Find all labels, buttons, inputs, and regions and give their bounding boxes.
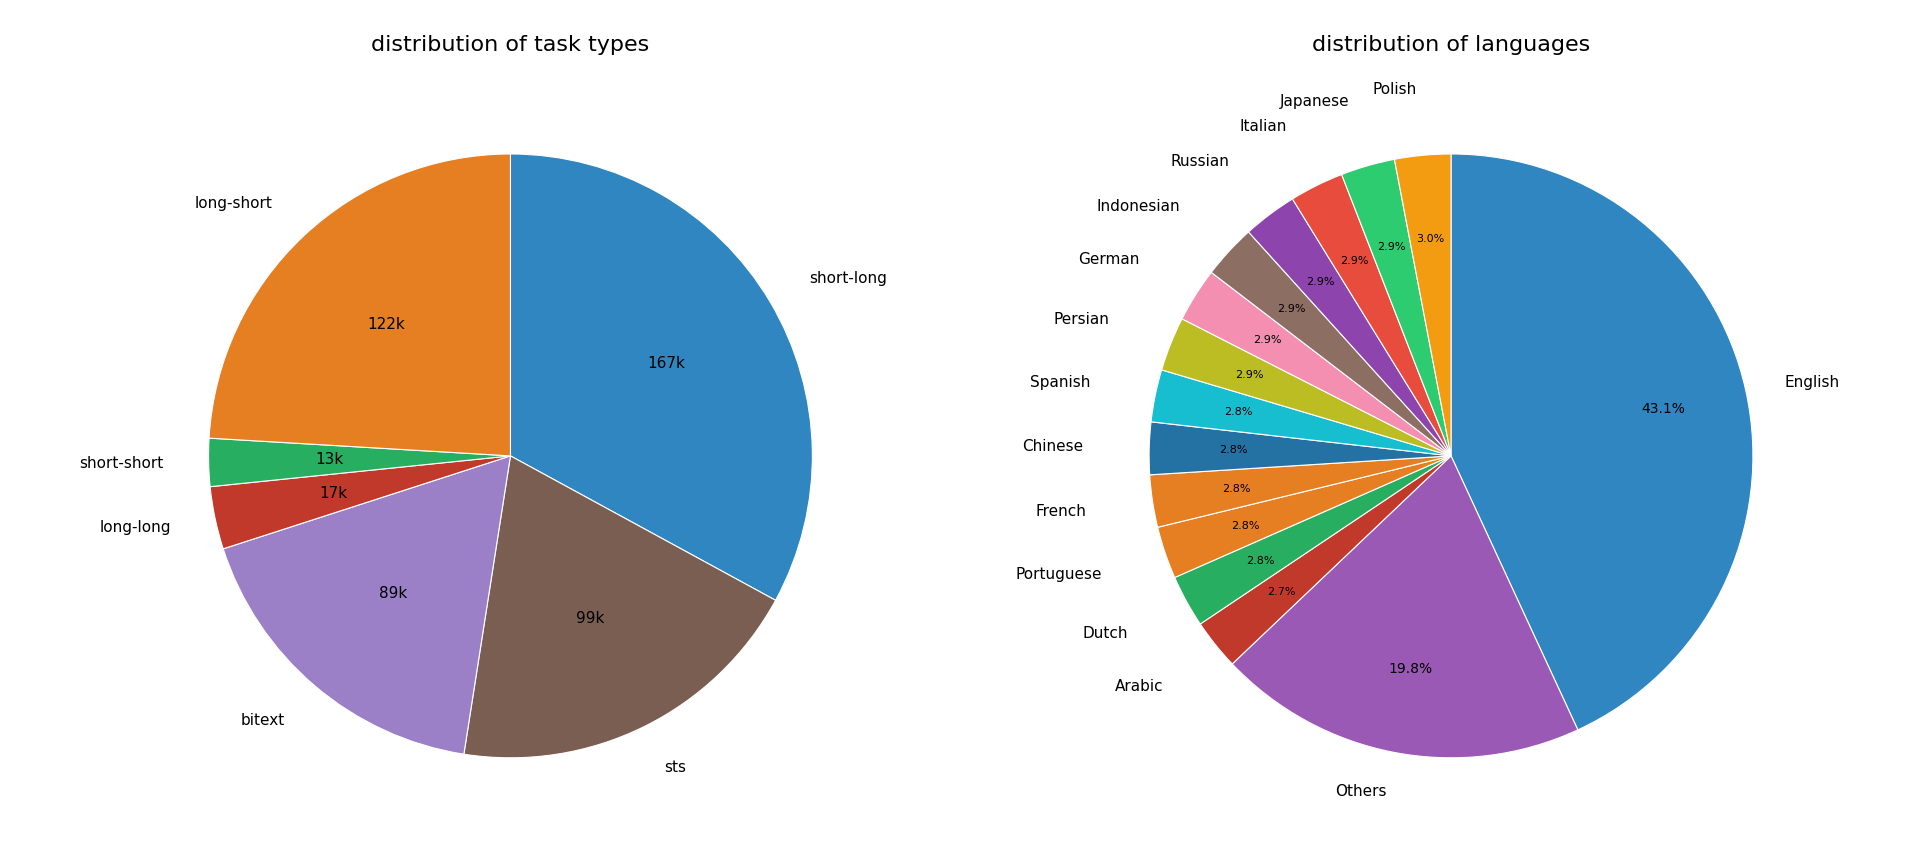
Wedge shape: [209, 438, 511, 487]
Text: 99k: 99k: [576, 611, 605, 626]
Text: Indonesian: Indonesian: [1096, 199, 1181, 214]
Wedge shape: [1292, 174, 1452, 456]
Text: 2.8%: 2.8%: [1223, 407, 1252, 418]
Text: sts: sts: [664, 760, 685, 775]
Wedge shape: [209, 456, 511, 549]
Text: 167k: 167k: [647, 356, 685, 371]
Text: Others: Others: [1336, 784, 1386, 799]
Text: 122k: 122k: [367, 317, 405, 332]
Wedge shape: [1233, 456, 1578, 758]
Title: distribution of languages: distribution of languages: [1311, 35, 1590, 55]
Text: Persian: Persian: [1052, 312, 1110, 326]
Text: 2.9%: 2.9%: [1235, 371, 1263, 380]
Wedge shape: [1212, 232, 1452, 456]
Text: 3.0%: 3.0%: [1417, 234, 1444, 245]
Text: 43.1%: 43.1%: [1642, 402, 1686, 416]
Wedge shape: [511, 154, 812, 601]
Text: 13k: 13k: [315, 452, 344, 467]
Text: 19.8%: 19.8%: [1388, 662, 1432, 676]
Text: 2.9%: 2.9%: [1254, 335, 1281, 345]
Wedge shape: [1162, 319, 1452, 456]
Text: Portuguese: Portuguese: [1016, 567, 1102, 582]
Wedge shape: [1342, 160, 1452, 456]
Text: 2.9%: 2.9%: [1306, 277, 1334, 287]
Text: Japanese: Japanese: [1281, 95, 1350, 109]
Text: Arabic: Arabic: [1116, 679, 1164, 694]
Text: English: English: [1784, 375, 1839, 390]
Text: Dutch: Dutch: [1083, 626, 1129, 641]
Wedge shape: [1158, 456, 1452, 577]
Text: 89k: 89k: [378, 586, 407, 602]
Text: long-long: long-long: [100, 520, 171, 535]
Wedge shape: [1148, 422, 1452, 475]
Text: 2.9%: 2.9%: [1340, 256, 1369, 266]
Wedge shape: [1175, 456, 1452, 624]
Wedge shape: [1248, 199, 1452, 456]
Wedge shape: [465, 456, 776, 758]
Text: long-short: long-short: [194, 196, 273, 211]
Text: 2.8%: 2.8%: [1246, 556, 1275, 566]
Text: 2.9%: 2.9%: [1377, 242, 1405, 252]
Wedge shape: [1200, 456, 1452, 664]
Wedge shape: [223, 456, 511, 754]
Text: 17k: 17k: [319, 486, 348, 501]
Text: 2.8%: 2.8%: [1231, 521, 1260, 530]
Wedge shape: [1150, 456, 1452, 527]
Text: Italian: Italian: [1240, 119, 1286, 134]
Text: 2.7%: 2.7%: [1267, 587, 1296, 597]
Wedge shape: [1150, 370, 1452, 456]
Text: Chinese: Chinese: [1021, 439, 1083, 454]
Wedge shape: [1452, 154, 1753, 730]
Text: Polish: Polish: [1373, 82, 1417, 96]
Text: 2.8%: 2.8%: [1219, 445, 1248, 456]
Wedge shape: [1394, 154, 1452, 456]
Title: distribution of task types: distribution of task types: [371, 35, 649, 55]
Text: short-long: short-long: [808, 271, 887, 286]
Wedge shape: [1183, 273, 1452, 456]
Text: bitext: bitext: [240, 713, 284, 727]
Wedge shape: [209, 154, 511, 456]
Text: 2.8%: 2.8%: [1221, 483, 1250, 494]
Text: Russian: Russian: [1171, 154, 1231, 169]
Text: French: French: [1037, 503, 1087, 519]
Text: 2.9%: 2.9%: [1277, 304, 1306, 313]
Text: short-short: short-short: [79, 456, 163, 471]
Text: German: German: [1077, 252, 1139, 267]
Text: Spanish: Spanish: [1029, 375, 1091, 390]
